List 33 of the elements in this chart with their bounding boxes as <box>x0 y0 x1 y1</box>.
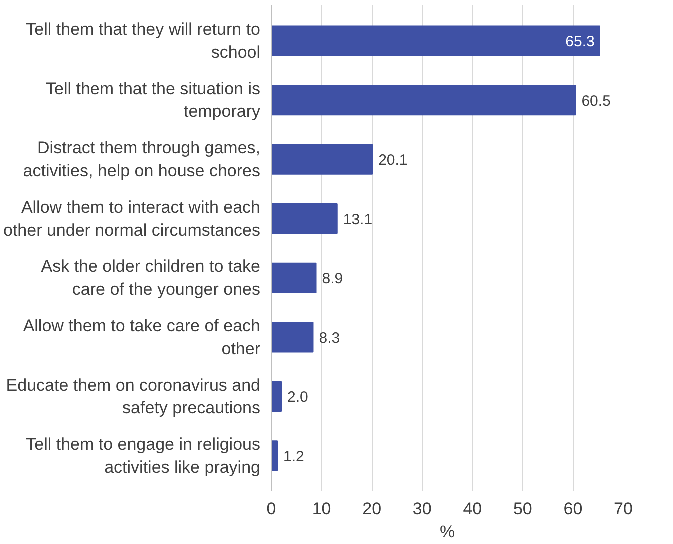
bar <box>272 85 576 116</box>
y-tick-label: Distract them through games, activities, help on house chores <box>23 138 261 180</box>
bar <box>272 322 314 353</box>
bar <box>272 381 282 412</box>
y-tick-label: Ask the older children to take care of the younger ones <box>41 257 261 300</box>
x-tick-label: 0 <box>266 500 276 518</box>
bar <box>272 262 317 294</box>
bar <box>272 26 600 56</box>
x-tick-label: 60 <box>564 500 583 518</box>
y-tick-label: Tell them that the situation is temporary <box>46 79 261 122</box>
bar <box>272 204 338 234</box>
data-label: 65.3 <box>566 34 595 51</box>
data-label: 20.1 <box>378 152 408 170</box>
y-tick-label: Tell them to engage in religious activities like praying <box>26 435 261 477</box>
x-tick-label: 30 <box>412 500 432 518</box>
x-tick-label: 70 <box>614 500 633 518</box>
y-tick-label: Educate them on coronavirus and safety precautions <box>6 376 261 418</box>
data-label: 60.5 <box>582 92 611 110</box>
data-label: 8.9 <box>322 270 344 288</box>
y-tick-label: Allow them to interact with each other under normal circumstances <box>4 198 261 240</box>
x-tick-label: 20 <box>362 500 382 518</box>
bar <box>272 144 374 175</box>
data-label: 13.1 <box>343 211 373 228</box>
y-tick-label: Allow them to take care of each other <box>23 316 261 358</box>
x-tick-label: 10 <box>312 500 332 518</box>
bar <box>272 440 278 472</box>
data-label: 1.2 <box>284 448 304 466</box>
data-label: 8.3 <box>319 330 340 347</box>
x-tick-label: 40 <box>463 500 482 518</box>
x-axis-title: % <box>440 522 456 542</box>
x-tick-label: 50 <box>513 500 532 518</box>
data-label: 2.0 <box>288 389 308 406</box>
y-tick-label: Tell them that they will return to school <box>26 20 261 62</box>
